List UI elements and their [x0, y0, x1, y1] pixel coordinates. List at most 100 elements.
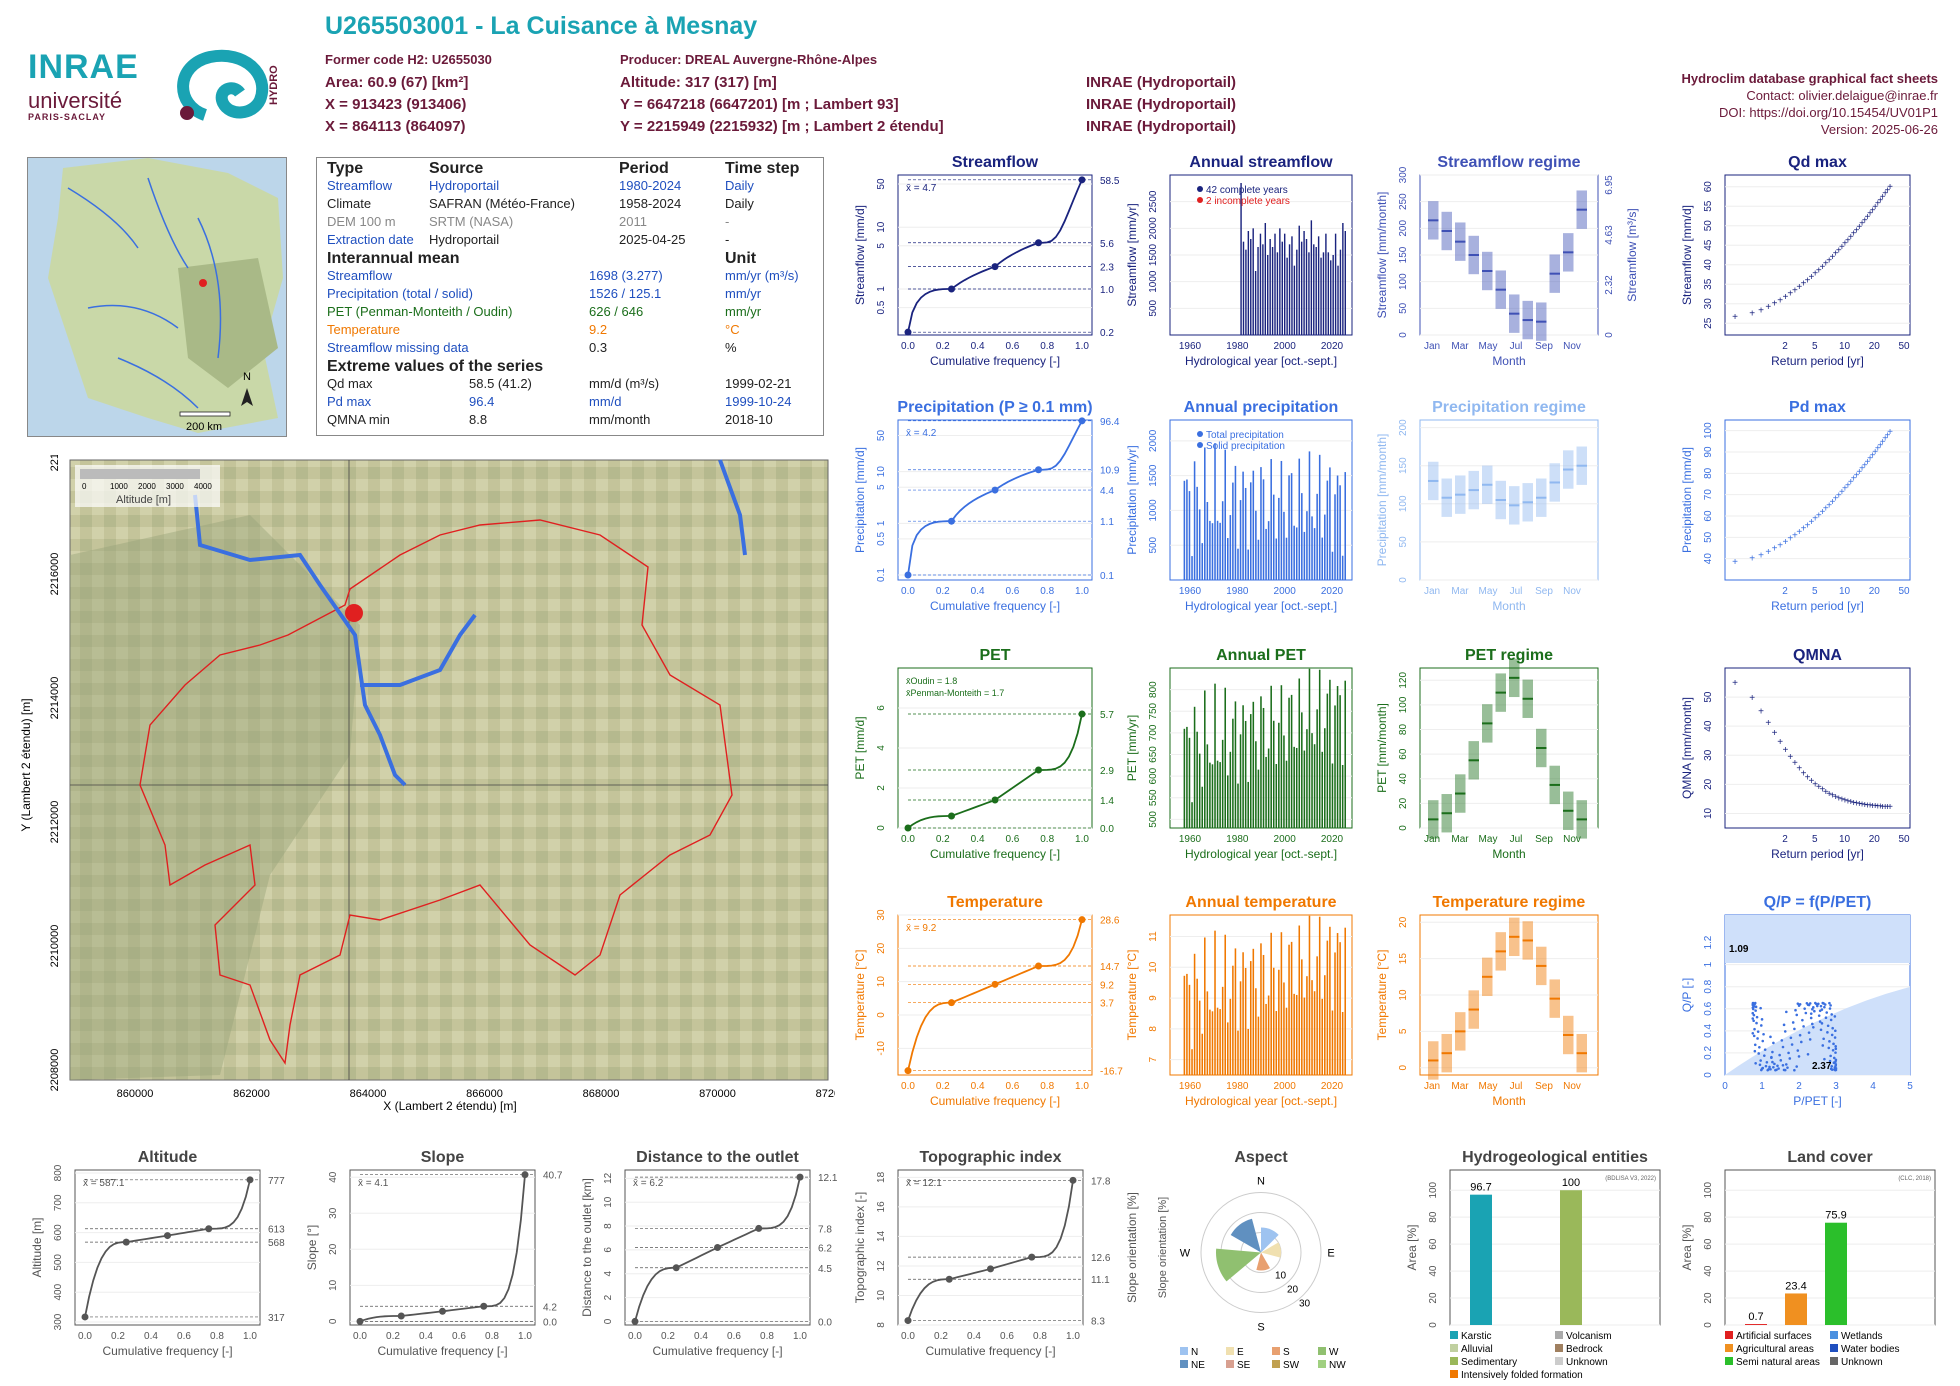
shade-region: [1725, 915, 1910, 963]
scatter-point: [1770, 1056, 1773, 1060]
inset-map: N 200 km: [27, 157, 287, 437]
bar: [1311, 980, 1313, 1075]
x-tick: 1980: [1226, 1081, 1249, 1092]
x-axis-label: Cumulative frequency [-]: [930, 354, 1060, 368]
bar: [1291, 236, 1293, 335]
bar: [1229, 515, 1232, 580]
scatter-point: [1781, 1063, 1785, 1067]
y-tick: 2000: [1148, 217, 1159, 240]
plot-frame: [897, 914, 1093, 1076]
scatter-point: +: [1792, 758, 1798, 769]
scatter-point: +: [1851, 229, 1857, 240]
scatter-point: [1804, 1011, 1808, 1015]
x-axis-label: Hydrological year [oct.-sept.]: [1185, 354, 1337, 368]
bar: [1317, 236, 1320, 335]
scatter-point: [1784, 1063, 1788, 1066]
scatter-point: +: [1758, 305, 1764, 316]
scatter-point: +: [1796, 764, 1802, 775]
bar: [1224, 449, 1227, 580]
direction-label: S: [1257, 1322, 1264, 1334]
scatter-point: [1811, 1007, 1814, 1011]
scatter-point: [1832, 1042, 1835, 1046]
y-tick: 800: [1148, 681, 1159, 698]
scatter-point: +: [1880, 437, 1886, 448]
legend-tick: 0: [82, 482, 87, 491]
chart-title: Streamflow regime: [1437, 154, 1580, 171]
legend-swatch: [1555, 1344, 1563, 1352]
map-ytick: 2216000: [49, 553, 61, 596]
source-row-cell: 2025-04-25: [619, 232, 686, 247]
mean-row: Precipitation (total / solid) 1526 / 125.…: [327, 286, 813, 304]
bar: [1283, 233, 1286, 335]
legend-entry: Semi natural areas: [1736, 1357, 1820, 1368]
y-axis-label: Area [%]: [1405, 1224, 1419, 1270]
aspect-slice: [1261, 1227, 1279, 1253]
scatter-point: +: [1867, 209, 1873, 220]
bar: [1232, 482, 1234, 580]
scatter-point: +: [1830, 791, 1836, 802]
x-axis-label: Cumulative frequency [-]: [930, 599, 1060, 613]
mean-row-cell: 626 / 646: [589, 304, 644, 319]
scatter-point: [1834, 1029, 1837, 1033]
right-label: 12.6: [1091, 1253, 1111, 1264]
bar: [1227, 1022, 1229, 1075]
bar: [1252, 470, 1255, 580]
bar: [1242, 241, 1245, 335]
right-label: 2.3: [1100, 263, 1114, 274]
scatter-point: +: [1836, 490, 1842, 501]
right-label: 0.2: [1100, 328, 1114, 339]
scatter-point: [1790, 1043, 1794, 1046]
mean-oudin: x̄Oudin = 1.8: [906, 676, 957, 686]
y-tick: 5: [1398, 1028, 1409, 1034]
bar: [1342, 223, 1344, 335]
chart-title: PET regime: [1465, 647, 1553, 664]
scatter-point: [1779, 1059, 1783, 1062]
y-tick: 60: [1703, 181, 1714, 193]
scatter-point: +: [1867, 454, 1873, 465]
scatter-point: [1773, 1062, 1776, 1066]
scatter-point: [1806, 1003, 1810, 1007]
right-label: 5.7: [1100, 710, 1114, 721]
y-tick: 250: [1398, 193, 1409, 210]
extreme-row-cell: mm/d (m³/s): [589, 376, 660, 391]
x-tick: 1980: [1226, 834, 1249, 845]
scatter-point: [1782, 1023, 1786, 1027]
north-label: N: [243, 371, 251, 383]
legend-entry: SW: [1283, 1360, 1300, 1371]
scatter-point: +: [1782, 745, 1788, 756]
bar: [1191, 1049, 1193, 1075]
bar: [1198, 753, 1201, 828]
x-tick: 1.0: [793, 1331, 807, 1342]
scatter-point: [1752, 1019, 1755, 1023]
x-tick: 0.2: [111, 1331, 125, 1342]
bar: [1196, 486, 1198, 580]
right-label: 7.8: [818, 1224, 832, 1235]
scatter-point: +: [1796, 282, 1802, 293]
source-row: DEM 100 m SRTM (NASA) 2011 -: [327, 214, 813, 232]
legend-entry: 42 complete years: [1206, 185, 1288, 196]
factsheet-info: Hydroclim database graphical fact sheets…: [1682, 70, 1938, 138]
bar: [1298, 925, 1301, 1075]
legend-swatch: [1318, 1347, 1326, 1355]
bar: [1290, 473, 1293, 580]
bar: [1344, 231, 1346, 335]
x-axis-label: Month: [1492, 599, 1525, 613]
factsheet-title: Hydroclim database graphical fact sheets: [1681, 71, 1938, 86]
y-tick: 2500: [1148, 190, 1159, 213]
area: Area: 60.9 (67) [km²]: [325, 74, 469, 91]
y-tick: 20: [876, 942, 887, 954]
bar: [1275, 538, 1278, 580]
y-tick: 0: [603, 1318, 614, 1324]
x-tick: 10: [1839, 834, 1851, 845]
scatter-point: [1819, 1004, 1823, 1008]
x-tick: 5: [1812, 834, 1818, 845]
right-label: 12.1: [818, 1173, 838, 1184]
data-point: [1028, 1253, 1036, 1261]
bar: [1216, 1007, 1219, 1075]
bar: [1288, 944, 1290, 1075]
bar: [1209, 520, 1211, 580]
y-tick: 10: [1148, 961, 1159, 973]
bar-value: 0.7: [1748, 1311, 1763, 1323]
right-label: 58.5: [1100, 176, 1120, 187]
y-tick: 20: [328, 1243, 339, 1255]
